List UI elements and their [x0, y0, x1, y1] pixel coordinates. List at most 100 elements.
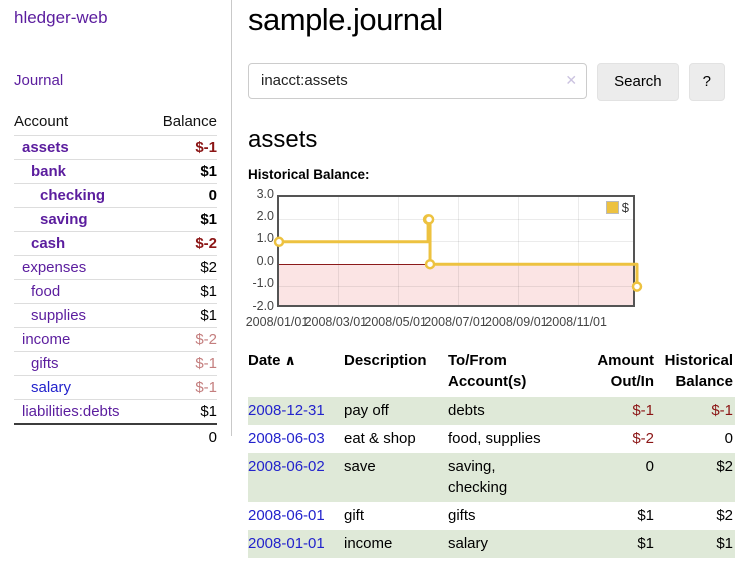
sidebar-item-journal[interactable]: Journal: [14, 72, 64, 89]
negative-region: [279, 263, 633, 305]
transaction-accounts: gifts: [448, 507, 476, 525]
grid-line: [279, 286, 633, 288]
transaction-date-link[interactable]: 2008-06-01: [248, 507, 325, 525]
chart-title: Historical Balance:: [248, 166, 370, 182]
y-axis-tick-label: 1.0: [256, 231, 274, 246]
x-axis-tick-label: 2008/07/01: [424, 314, 487, 329]
account-row: food $1: [14, 279, 217, 304]
balance-step-line: [273, 213, 643, 292]
transaction-description: pay off: [344, 402, 389, 420]
x-axis-tick-label: 2008/03/01: [304, 314, 368, 329]
register-row: 2008-06-03 eat & shop food, supplies $-2…: [248, 425, 735, 453]
search-button[interactable]: Search: [597, 62, 679, 101]
account-balance: $-1: [148, 351, 217, 376]
legend-swatch-icon: [605, 200, 619, 214]
y-axis-tick-label: -1.0: [252, 276, 274, 291]
transaction-amount: $1: [637, 507, 654, 525]
account-balance: $1: [148, 207, 217, 232]
page-title: sample.journal: [248, 2, 443, 37]
chart-legend: $: [605, 199, 629, 215]
account-link[interactable]: gifts: [31, 355, 59, 372]
register-row: 2008-12-31 pay off debts $-1 $-1: [248, 397, 735, 425]
transaction-balance: $-1: [711, 402, 733, 420]
account-link[interactable]: checking: [40, 187, 106, 204]
account-link[interactable]: bank: [31, 163, 67, 180]
transaction-balance: $2: [716, 507, 733, 525]
legend-label: $: [621, 199, 629, 215]
grid-line: [457, 196, 459, 305]
transaction-description: save: [344, 457, 376, 475]
transaction-amount: $-1: [632, 402, 654, 420]
register-header-accounts: To/From Account(s): [448, 351, 527, 391]
account-heading: assets: [248, 125, 318, 153]
transaction-description: eat & shop: [344, 429, 416, 447]
account-balance: $1: [148, 159, 217, 184]
account-row: checking 0: [14, 183, 217, 208]
account-balance: 0: [148, 183, 217, 208]
account-balance: $1: [148, 279, 217, 304]
grid-line: [337, 196, 339, 305]
register-header-date[interactable]: Date ∧: [248, 351, 296, 369]
account-link[interactable]: cash: [31, 235, 66, 252]
account-row: income $-2: [14, 327, 217, 352]
account-row: supplies $1: [14, 303, 217, 328]
transaction-date-link[interactable]: 2008-12-31: [248, 402, 325, 420]
account-row: expenses $2: [14, 255, 217, 280]
account-link[interactable]: salary: [31, 379, 72, 396]
account-balance: $1: [148, 303, 217, 328]
y-axis-tick-label: 0.0: [256, 253, 274, 268]
sidebar: hledger-web Journal Account Balance asse…: [0, 0, 232, 449]
transaction-date-link[interactable]: 2008-06-02: [248, 457, 325, 475]
transaction-accounts: food, supplies: [448, 429, 541, 447]
transaction-balance: $1: [716, 534, 733, 552]
register-row: 2008-06-01 gift gifts $1 $2: [248, 502, 735, 530]
sort-asc-icon[interactable]: ∧: [284, 351, 296, 368]
transaction-balance: 0: [724, 429, 733, 447]
account-balance: $-2: [148, 231, 217, 256]
transaction-date-link[interactable]: 2008-06-03: [248, 429, 325, 447]
data-point-marker: [631, 280, 643, 292]
data-point-marker: [273, 236, 285, 247]
transaction-accounts: salary: [448, 534, 489, 552]
transaction-date-link[interactable]: 2008-01-01: [248, 534, 325, 552]
chart-plot-area: $: [273, 194, 643, 307]
account-balance: $-1: [148, 375, 217, 400]
account-link[interactable]: saving: [40, 211, 88, 228]
account-link[interactable]: income: [22, 331, 71, 348]
register-table: Date ∧ Description To/From Account(s) Amo…: [248, 348, 735, 558]
register-row: 2008-06-02 save saving, checking 0 $2: [248, 452, 735, 503]
x-axis-tick-label: 2008/11/01: [545, 314, 607, 329]
transaction-description: income: [344, 534, 393, 552]
transaction-accounts: saving, checking: [448, 457, 508, 497]
transaction-amount: $-2: [632, 429, 654, 447]
transaction-accounts: debts: [448, 402, 485, 420]
data-point-marker: [424, 258, 436, 270]
clear-search-icon[interactable]: ✕: [565, 71, 578, 88]
account-row: bank $1: [14, 159, 217, 184]
account-row: saving $1: [14, 207, 217, 232]
account-link[interactable]: assets: [22, 139, 69, 156]
account-link[interactable]: supplies: [31, 307, 87, 324]
grid-line: [279, 219, 633, 221]
account-link[interactable]: liabilities:debts: [22, 403, 120, 420]
accounts-total-row: 0: [14, 423, 217, 449]
search-bar: ✕ Search ?: [248, 62, 725, 101]
register-header-description: Description: [344, 351, 427, 369]
account-link[interactable]: food: [31, 283, 61, 300]
help-button[interactable]: ?: [688, 62, 725, 101]
app-title[interactable]: hledger-web: [14, 8, 108, 27]
data-point-marker: [423, 213, 435, 225]
account-link[interactable]: expenses: [22, 259, 87, 276]
account-balance: $-2: [148, 327, 217, 352]
main-content: sample.journal ✕ Search ? assets Histori…: [232, 0, 735, 558]
y-axis-tick-label: 3.0: [256, 186, 274, 201]
account-row: salary $-1: [14, 375, 217, 400]
account-row: assets $-1: [14, 135, 217, 160]
transaction-description: gift: [344, 507, 365, 525]
account-row: gifts $-1: [14, 351, 217, 376]
x-axis-tick-label: 2008/05/01: [364, 314, 427, 329]
search-input[interactable]: [248, 62, 588, 99]
grid-line: [578, 196, 580, 305]
register-row: 2008-01-01 income salary $1 $1: [248, 529, 735, 558]
